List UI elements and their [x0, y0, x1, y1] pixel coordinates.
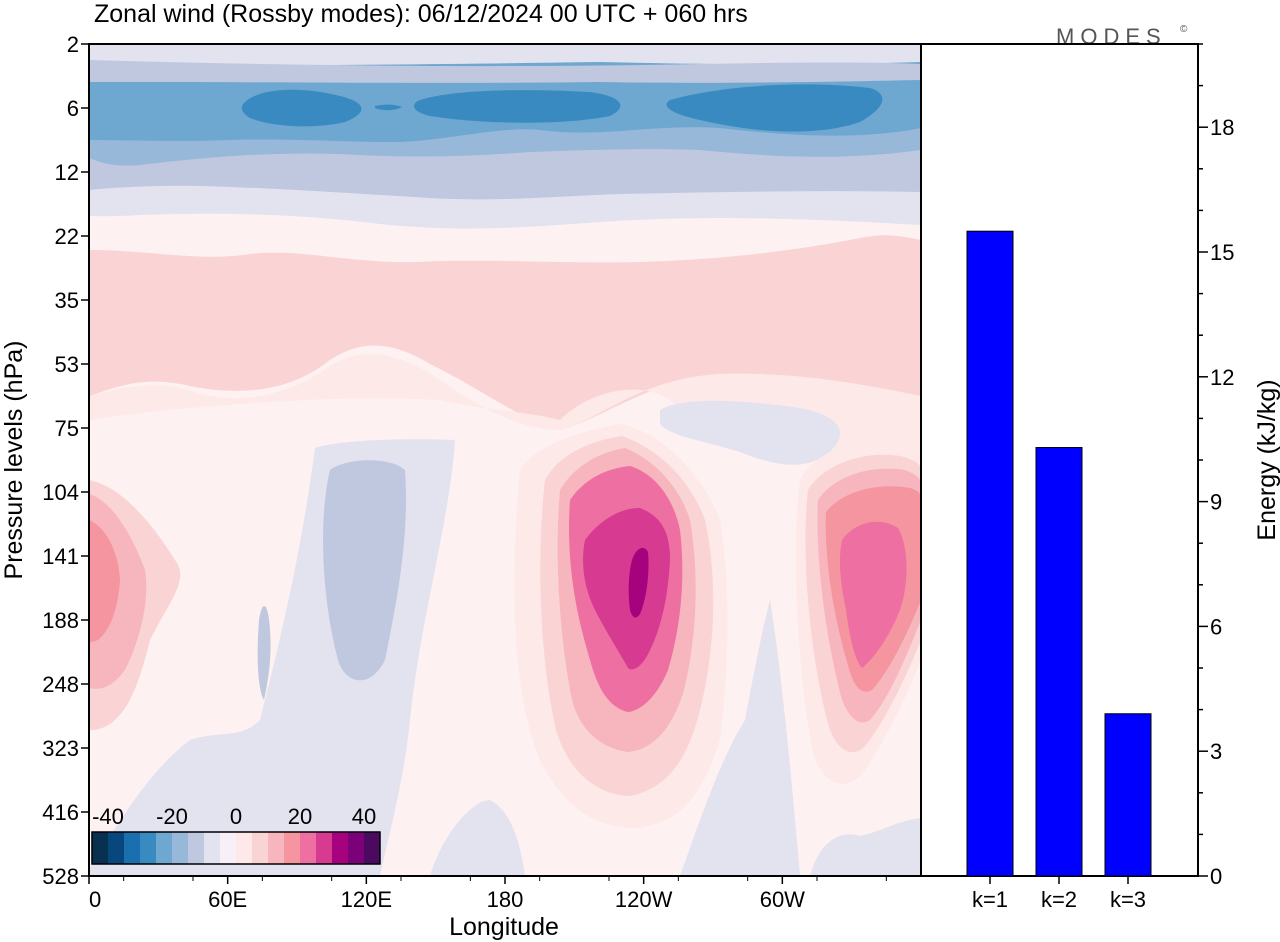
jet-main-core — [628, 547, 649, 618]
y-tick-label: 12 — [55, 160, 79, 185]
y-tick-label: 528 — [42, 864, 79, 889]
colorbar-swatch — [332, 832, 348, 864]
y-tick-label: 75 — [55, 416, 79, 441]
easterly-band-edge — [89, 44, 921, 66]
energy-axis: 0 3 6 9 12 15 18 — [1198, 43, 1234, 889]
colorbar-swatch — [284, 832, 300, 864]
y-tick-label: 2 — [67, 32, 79, 57]
y-tick-label: 22 — [55, 224, 79, 249]
energy-bars: k=1 k=2 k=3 — [966, 230, 1152, 912]
colorbar-swatch — [220, 832, 236, 864]
westerly-band-pale-1 — [89, 354, 921, 486]
easterly-patch-right — [660, 400, 840, 465]
easterly-core-3 — [666, 84, 883, 132]
easterly-lower-left2 — [257, 606, 271, 700]
colorbar-tick-label: 0 — [230, 804, 242, 829]
brand-mark: © — [1180, 24, 1188, 35]
colorbar-swatch — [236, 832, 252, 864]
chart-title: Zonal wind (Rossby modes): 06/12/2024 00… — [94, 0, 748, 28]
easterly-core-2 — [414, 90, 621, 123]
easterly-lower-right2 — [810, 818, 921, 876]
y-tick-label: 104 — [42, 480, 79, 505]
y-tick-label: 141 — [42, 544, 79, 569]
x-tick-label: 0 — [89, 887, 101, 912]
energy-bar — [1104, 713, 1152, 877]
x-tick-label: 120E — [341, 887, 392, 912]
y-tick-label: 53 — [55, 352, 79, 377]
map-ticks: 2 6 12 22 35 53 75 104 141 188 248 323 416 528 0 60E 120… — [42, 32, 887, 912]
jet-west-core — [89, 520, 120, 642]
y-tick-label: 323 — [42, 736, 79, 761]
y-tick-label: 188 — [42, 608, 79, 633]
energy-bar — [1035, 447, 1083, 877]
x-tick-label: 120W — [615, 887, 673, 912]
colorbar-swatch — [140, 832, 156, 864]
bar-category-label: k=3 — [1110, 887, 1146, 912]
colorbar: -40 -20 0 20 40 — [91, 804, 381, 865]
easterly-core-4 — [375, 104, 402, 111]
bar-category-label: k=2 — [1041, 887, 1077, 912]
colorbar-swatch — [268, 832, 284, 864]
colorbar-swatch — [300, 832, 316, 864]
colorbar-swatch — [252, 832, 268, 864]
x-tick-label: 60E — [208, 887, 247, 912]
easterly-lower-center — [430, 800, 525, 876]
jet-main-l4 — [583, 508, 670, 670]
y-tick-label: 35 — [55, 288, 79, 313]
easterly-band-edge2 — [89, 60, 921, 83]
bar-category-label: k=1 — [972, 887, 1008, 912]
easterly-core-1 — [241, 89, 362, 127]
colorbar-tick-label: -40 — [92, 804, 124, 829]
energy-tick-label: 0 — [1210, 864, 1222, 889]
energy-tick-label: 15 — [1210, 240, 1234, 265]
y-tick-label: 6 — [67, 96, 79, 121]
energy-tick-label: 12 — [1210, 365, 1234, 390]
colorbar-tick-label: 20 — [288, 804, 312, 829]
colorbar-swatch — [348, 832, 364, 864]
colorbar-swatch — [124, 832, 140, 864]
y-axis-label: Pressure levels (hPa) — [0, 341, 28, 580]
easterly-lower-right — [680, 600, 800, 876]
colorbar-swatch — [204, 832, 220, 864]
x-axis-label: Longitude — [449, 913, 559, 941]
energy-tick-label: 6 — [1210, 614, 1222, 639]
energy-tick-label: 3 — [1210, 739, 1222, 764]
y-tick-label: 416 — [42, 800, 79, 825]
energy-tick-label: 18 — [1210, 115, 1234, 140]
easterly-lower-mid — [323, 460, 406, 681]
colorbar-tick-label: -20 — [156, 804, 188, 829]
colorbar-swatch — [364, 832, 380, 864]
colorbar-swatch — [156, 832, 172, 864]
x-tick-label: 60W — [760, 887, 805, 912]
y-tick-label: 248 — [42, 672, 79, 697]
energy-axis-label: Energy (kJ/kg) — [1253, 379, 1280, 540]
colorbar-swatch — [316, 832, 332, 864]
colorbar-tick-label: 40 — [352, 804, 376, 829]
x-tick-label: 180 — [487, 887, 524, 912]
colorbar-swatch — [108, 832, 124, 864]
colorbar-swatch — [172, 832, 188, 864]
colorbar-swatch — [92, 832, 108, 864]
energy-tick-label: 9 — [1210, 490, 1222, 515]
colorbar-swatch — [188, 832, 204, 864]
energy-bar — [966, 230, 1014, 877]
colorbar-frame — [91, 831, 381, 865]
wind-contour-field: -40 -20 0 20 40 — [89, 44, 921, 876]
westerly-band-light — [89, 235, 921, 430]
jet-east-core — [839, 521, 907, 668]
